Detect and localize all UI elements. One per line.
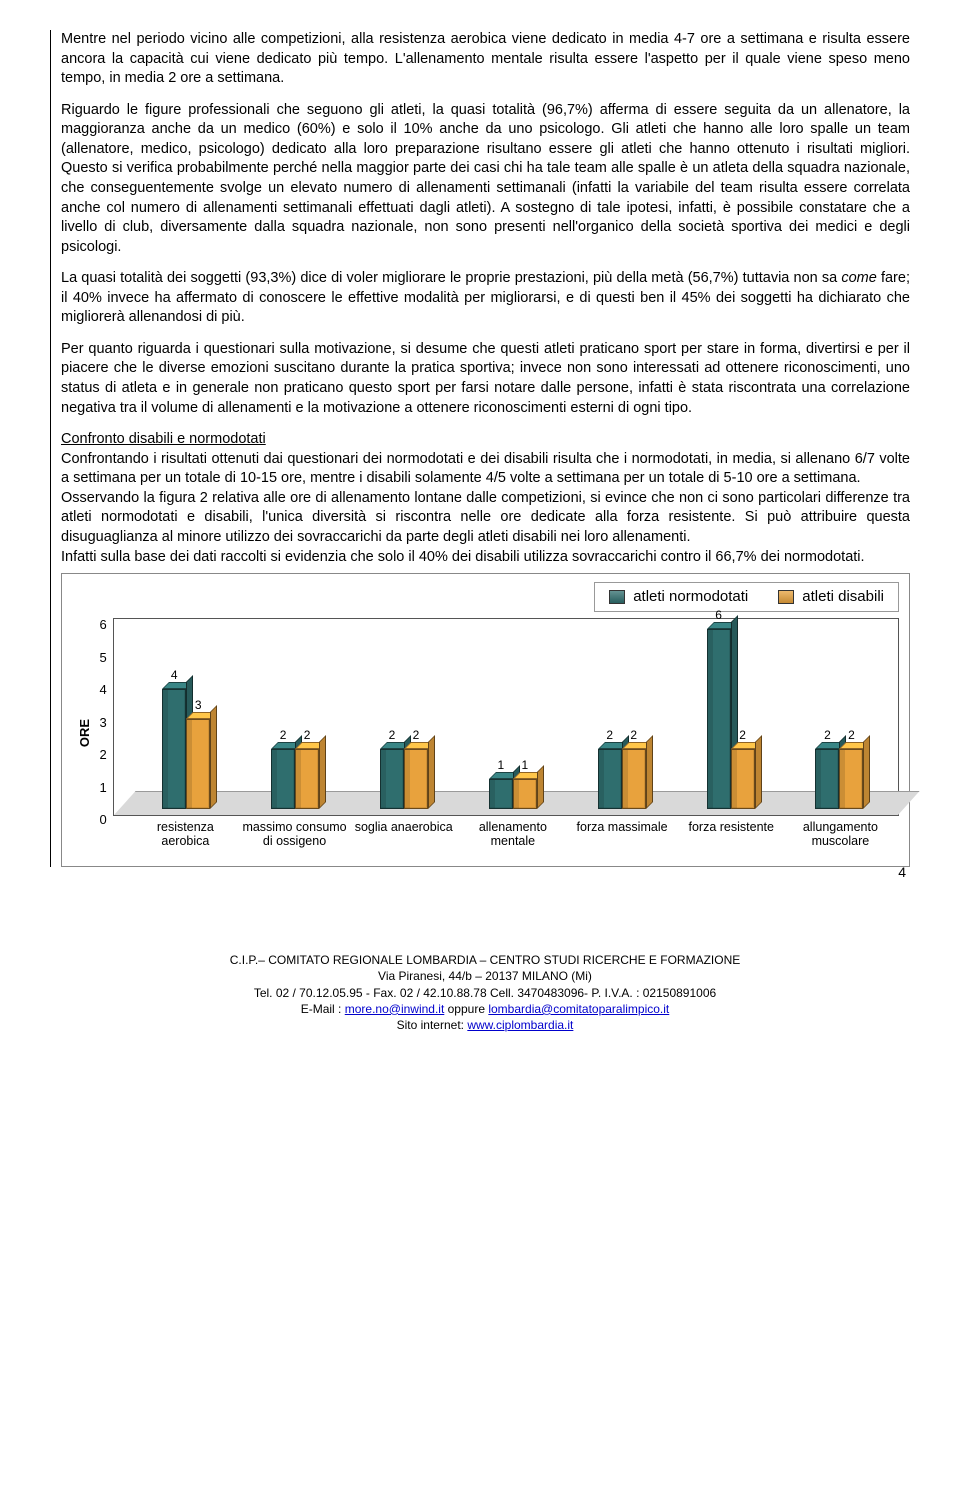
bar: 4 — [162, 689, 186, 809]
footer-site-link[interactable]: www.ciplombardia.it — [467, 1018, 573, 1032]
x-axis-label: massimo consumo di ossigeno — [240, 820, 349, 849]
bar-group: 11 — [489, 779, 537, 809]
page-number: 4 — [60, 863, 910, 882]
body-paragraph: Per quanto riguarda i questionari sulla … — [61, 340, 910, 418]
y-axis-ticks: 6543210 — [98, 618, 113, 848]
x-axis-label: allungamento muscolare — [786, 820, 895, 849]
bar-value-label: 3 — [195, 697, 202, 713]
body-paragraph: Riguardo le figure professionali che seg… — [61, 101, 910, 258]
bar-value-label: 2 — [606, 727, 613, 743]
legend-item: atleti disabili — [778, 587, 884, 607]
bar: 3 — [186, 719, 210, 809]
bar: 2 — [271, 749, 295, 809]
body-paragraph: Confronto disabili e normodotati Confron… — [61, 430, 910, 489]
bar: 2 — [815, 749, 839, 809]
body-paragraph: Infatti sulla base dei dati raccolti si … — [61, 548, 910, 568]
bar: 2 — [295, 749, 319, 809]
x-axis-labels: resistenza aerobicamassimo consumo di os… — [113, 816, 899, 849]
section-title: Confronto disabili e normodotati — [61, 431, 266, 447]
bar: 2 — [404, 749, 428, 809]
bar: 1 — [513, 779, 537, 809]
bar-value-label: 2 — [848, 727, 855, 743]
chart-legend: atleti normodotati atleti disabili — [594, 582, 899, 612]
bar-value-label: 2 — [739, 727, 746, 743]
body-paragraph: La quasi totalità dei soggetti (93,3%) d… — [61, 269, 910, 328]
bar-value-label: 6 — [715, 607, 722, 623]
bar-value-label: 2 — [824, 727, 831, 743]
bar: 1 — [489, 779, 513, 809]
y-axis-label: ORE — [72, 719, 98, 747]
body-paragraph: Osservando la figura 2 relativa alle ore… — [61, 489, 910, 548]
bar: 6 — [707, 629, 731, 809]
x-axis-label: resistenza aerobica — [131, 820, 240, 849]
bar-value-label: 2 — [304, 727, 311, 743]
bar-group: 22 — [271, 749, 319, 809]
bar: 2 — [622, 749, 646, 809]
bar-value-label: 4 — [171, 667, 178, 683]
body-paragraph: Mentre nel periodo vicino alle competizi… — [61, 30, 910, 89]
x-axis-label: allenamento mentale — [458, 820, 567, 849]
bar-group: 43 — [162, 689, 210, 809]
bar-value-label: 2 — [630, 727, 637, 743]
bar-group: 22 — [815, 749, 863, 809]
footer-email-link[interactable]: lombardia@comitatoparalimpico.it — [488, 1002, 669, 1016]
legend-item: atleti normodotati — [609, 587, 748, 607]
page-footer: C.I.P.– COMITATO REGIONALE LOMBARDIA – C… — [60, 952, 910, 1033]
x-axis-label: forza resistente — [677, 820, 786, 849]
bar-value-label: 2 — [413, 727, 420, 743]
chart-plot-area: 43222211226222 — [113, 618, 899, 815]
bar-value-label: 1 — [498, 757, 505, 773]
bar: 2 — [731, 749, 755, 809]
bar-chart: atleti normodotati atleti disabili ORE 65… — [61, 573, 910, 867]
bar-value-label: 1 — [522, 757, 529, 773]
bar-group: 22 — [598, 749, 646, 809]
bar: 2 — [380, 749, 404, 809]
footer-email-link[interactable]: more.no@inwind.it — [345, 1002, 445, 1016]
bar: 2 — [839, 749, 863, 809]
bar: 2 — [598, 749, 622, 809]
bar-group: 22 — [380, 749, 428, 809]
x-axis-label: soglia anaerobica — [349, 820, 458, 849]
bar-value-label: 2 — [280, 727, 287, 743]
bar-group: 62 — [707, 629, 755, 809]
x-axis-label: forza massimale — [567, 820, 676, 849]
bar-value-label: 2 — [389, 727, 396, 743]
